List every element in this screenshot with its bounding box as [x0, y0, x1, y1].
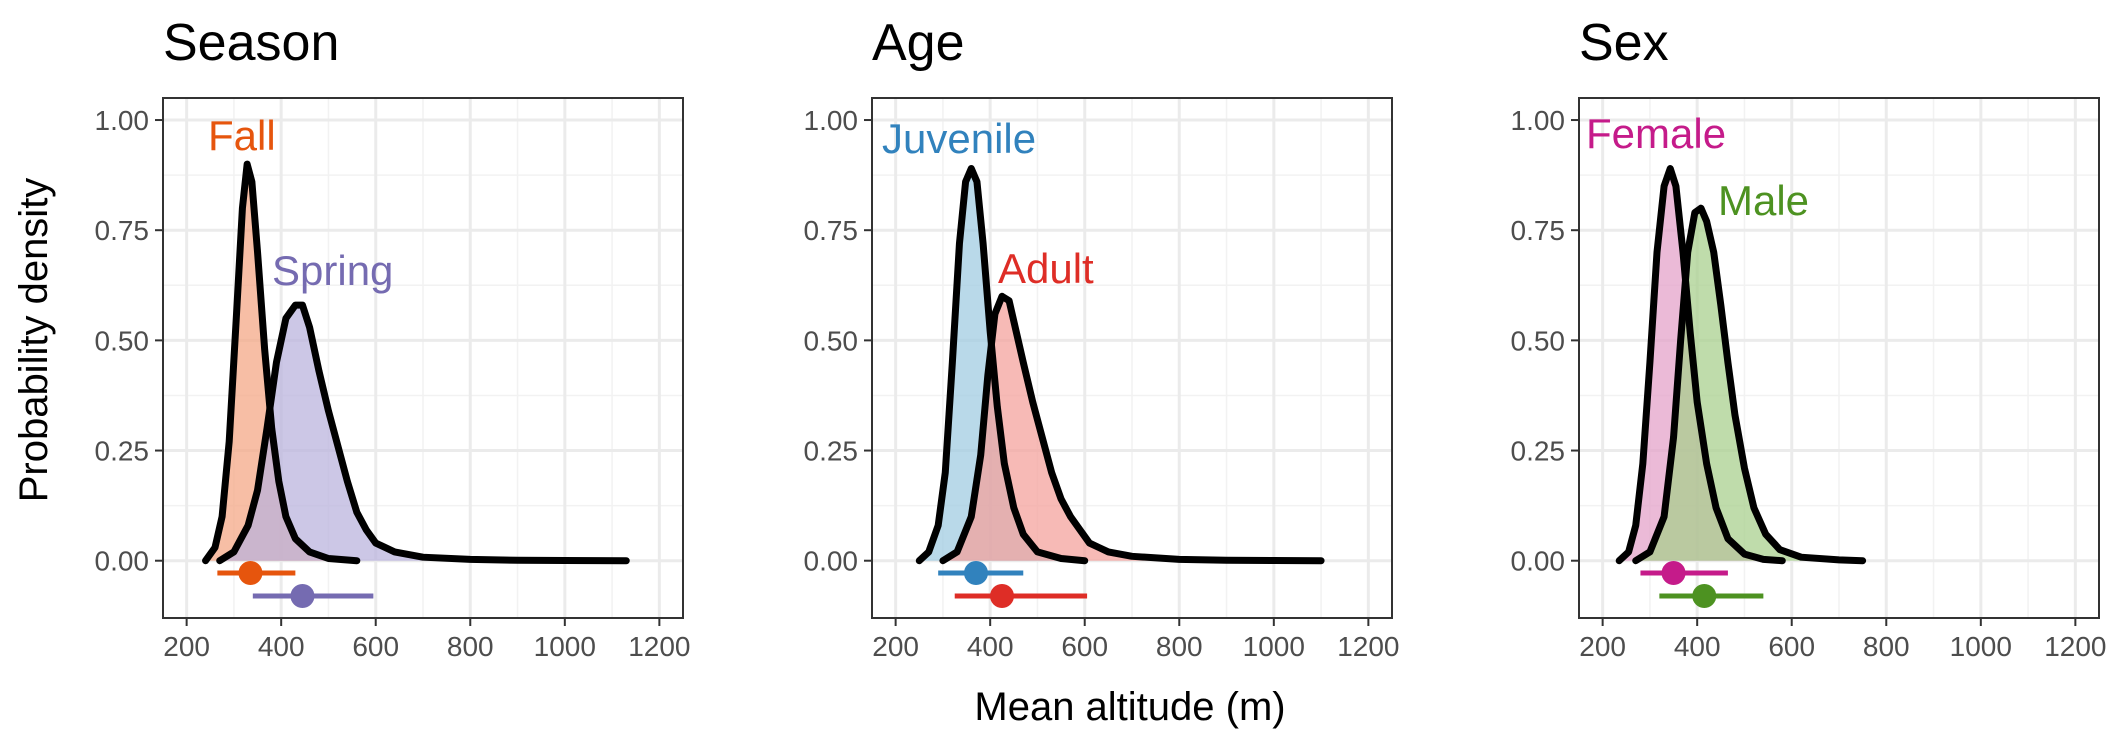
x-tick-label: 1000: [1950, 631, 2012, 662]
density-line-female: [1615, 165, 1786, 565]
x-tick-label: 600: [352, 631, 399, 662]
y-tick-label: 0.50: [95, 325, 150, 356]
x-tick-label: 800: [1156, 631, 1203, 662]
density-fill-female: [1619, 168, 1783, 561]
x-tick-label: 200: [1579, 631, 1626, 662]
panel-age: Juvenile Adult 200 400 600 800 1000 1200 0.00 0.2…: [804, 14, 1400, 662]
x-tick-label: 600: [1768, 631, 1815, 662]
y-tick-label: 0.25: [1511, 436, 1566, 467]
panel-title: Sex: [1579, 14, 1669, 72]
x-tick-label: 1000: [534, 631, 596, 662]
series-label-adult: Adult: [998, 245, 1094, 292]
x-tick-label: 1000: [1243, 631, 1305, 662]
panel-sex: Female Male 200 400 600 800 1000 1200 0.00 0.25 0.…: [1511, 14, 2107, 662]
y-tick-label: 0.50: [1511, 325, 1566, 356]
panel-season: Fall Spring 200 400 600 800 1000 1200 0.00 0.25 0.…: [95, 14, 691, 662]
y-tick-label: 0.50: [804, 325, 859, 356]
point-male: [1692, 584, 1717, 608]
point-adult: [990, 584, 1014, 608]
y-tick-label: 0.00: [1511, 546, 1566, 577]
series-label-juvenile: Juvenile: [882, 115, 1036, 162]
point-female: [1661, 561, 1686, 585]
series-label-spring: Spring: [272, 247, 393, 294]
y-tick-label: 1.00: [1511, 105, 1566, 136]
x-tick-label: 200: [163, 631, 210, 662]
x-tick-label: 1200: [628, 631, 690, 662]
y-tick-label: 0.00: [95, 546, 150, 577]
point-juvenile: [964, 561, 988, 585]
y-tick-label: 1.00: [95, 105, 150, 136]
density-line-spring: [216, 301, 630, 565]
density-line-male: [1632, 204, 1867, 565]
y-tick-label: 1.00: [804, 105, 859, 136]
panel-border: [1578, 97, 2100, 619]
x-tick-label: 400: [967, 631, 1014, 662]
y-tick-label: 0.75: [95, 215, 150, 246]
point-fall: [238, 561, 263, 585]
x-tick-label: 600: [1061, 631, 1108, 662]
panel-border: [871, 97, 1393, 619]
y-tick-label: 0.25: [804, 436, 859, 467]
series-label-male: Male: [1718, 177, 1809, 224]
panel-title: Age: [872, 14, 965, 72]
x-tick-label: 400: [258, 631, 305, 662]
x-axis-title: Mean altitude (m): [974, 685, 1285, 729]
x-tick-label: 1200: [1337, 631, 1399, 662]
panel-border: [162, 97, 684, 619]
density-line-fall: [202, 160, 361, 565]
x-tick-label: 800: [447, 631, 494, 662]
density-fill-adult: [942, 296, 1322, 561]
y-axis-title: Probability density: [12, 178, 56, 503]
series-label-fall: Fall: [208, 112, 276, 159]
y-tick-label: 0.75: [804, 215, 859, 246]
panel-title: Season: [163, 14, 339, 72]
x-tick-label: 200: [872, 631, 919, 662]
x-tick-label: 1200: [2044, 631, 2106, 662]
density-fill-spring: [219, 305, 627, 561]
density-line-adult: [939, 292, 1325, 565]
density-line-juvenile: [915, 165, 1089, 565]
series-label-female: Female: [1586, 110, 1726, 157]
y-tick-label: 0.25: [95, 436, 150, 467]
y-tick-label: 0.00: [804, 546, 859, 577]
x-tick-label: 400: [1674, 631, 1721, 662]
density-fill-fall: [205, 164, 357, 561]
x-tick-label: 800: [1863, 631, 1910, 662]
point-spring: [290, 584, 315, 608]
density-fill-male: [1635, 208, 1863, 561]
y-tick-label: 0.75: [1511, 215, 1566, 246]
